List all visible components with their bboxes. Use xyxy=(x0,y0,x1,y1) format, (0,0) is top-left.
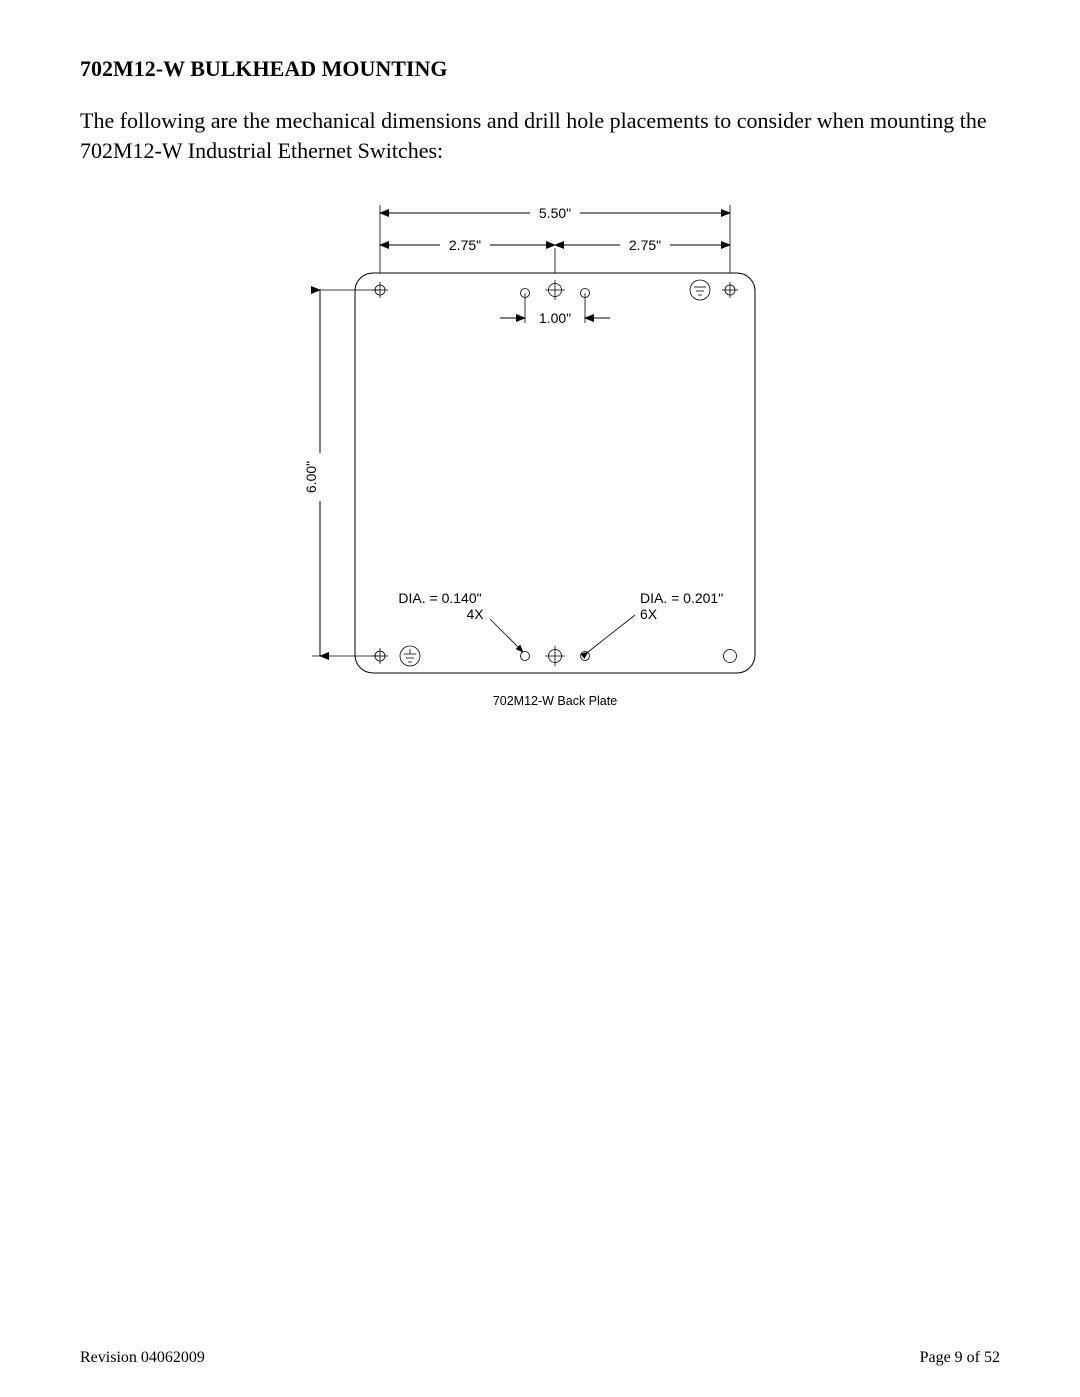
ground-icon-top xyxy=(690,280,710,300)
hole-large-bot-right xyxy=(724,650,737,663)
back-plate-diagram: 5.50" 2.75" 2.75" 1.00" 6.00" xyxy=(280,193,800,723)
dim-width-right: 2.75" xyxy=(629,237,661,253)
page-number: Page 9 of 52 xyxy=(920,1349,1000,1367)
hole-inner-bot-right xyxy=(581,652,590,661)
dia-201-label: DIA. = 0.201" xyxy=(640,590,723,606)
section-heading: 702M12-W BULKHEAD MOUNTING xyxy=(80,56,1000,82)
plate-outline xyxy=(355,273,755,673)
dia-201-count: 6X xyxy=(640,606,658,622)
diagram-caption: 702M12-W Back Plate xyxy=(493,694,617,708)
dia-140-count: 4X xyxy=(466,606,484,622)
dim-height: 6.00" xyxy=(303,461,319,493)
dim-width-total: 5.50" xyxy=(539,205,571,221)
intro-paragraph: The following are the mechanical dimensi… xyxy=(80,106,1000,165)
dim-width-left: 2.75" xyxy=(449,237,481,253)
ground-icon-bottom xyxy=(400,646,420,666)
dim-inner: 1.00" xyxy=(539,310,571,326)
diagram-container: 5.50" 2.75" 2.75" 1.00" 6.00" xyxy=(80,193,1000,723)
page-footer: Revision 04062009 Page 9 of 52 xyxy=(80,1349,1000,1367)
revision-text: Revision 04062009 xyxy=(80,1349,205,1367)
dia-140-label: DIA. = 0.140" xyxy=(398,590,481,606)
hole-inner-bot-left xyxy=(521,652,530,661)
